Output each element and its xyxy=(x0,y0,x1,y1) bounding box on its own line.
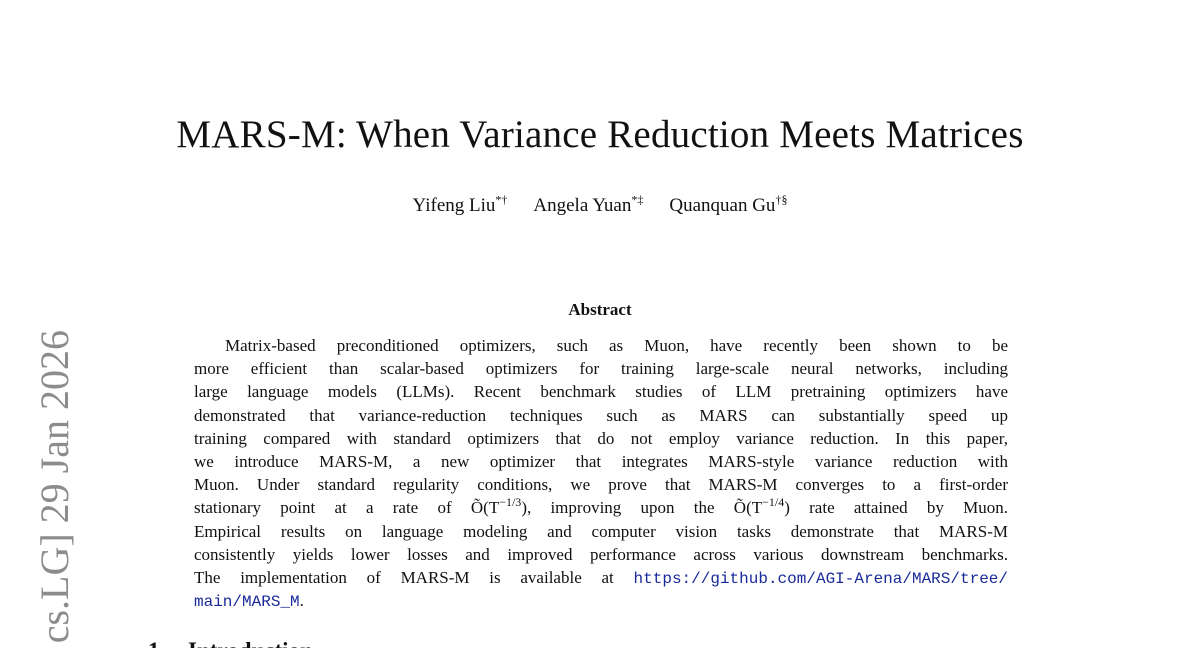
abstract-line: The implementation of MARS-M is availabl… xyxy=(194,566,1008,589)
abstract-text: ), improving upon the xyxy=(521,498,734,518)
author: Quanquan Gu†§ xyxy=(669,193,788,217)
abstract-line: Muon. Under standard regularity conditio… xyxy=(194,473,1008,496)
abstract-line: main/MARS_M. xyxy=(194,589,1008,612)
section-heading: 1Introduction xyxy=(148,638,313,648)
author-affiliation-mark: †§ xyxy=(775,193,788,207)
abstract-text: Empirical results on language modeling a… xyxy=(194,521,1008,541)
arxiv-stamp: cs.LG] 29 Jan 2026 xyxy=(32,330,77,643)
author-name: Yifeng Liu xyxy=(412,195,496,217)
abstract-text: stationary point at a rate of xyxy=(194,498,471,518)
abstract-line: demonstrated that variance-reduction tec… xyxy=(194,404,1008,427)
abstract-line: consistently yields lower losses and imp… xyxy=(194,543,1008,566)
abstract-heading: Abstract xyxy=(568,300,632,319)
abstract-line: stationary point at a rate of Õ(T−1/3), … xyxy=(194,496,1008,519)
abstract-text: ) rate attained by Muon. xyxy=(784,498,1009,518)
abstract-text: . xyxy=(299,591,304,611)
abstract-body: Matrix-based preconditioned optimizers, … xyxy=(194,334,1008,612)
abstract-line: training compared with standard optimize… xyxy=(194,427,1008,450)
section-title: Introduction xyxy=(188,638,313,648)
section-number: 1 xyxy=(148,638,188,648)
abstract-text: Õ(T xyxy=(470,498,500,518)
url-text: https://github.com/AGI-Arena/MARS/tree/ xyxy=(633,569,1008,588)
abstract-line: more efficient than scalar-based optimiz… xyxy=(194,357,1008,380)
author-name: Quanquan Gu xyxy=(669,195,776,217)
abstract-text: Õ(T xyxy=(733,498,763,518)
author-affiliation-mark: *‡ xyxy=(631,193,644,207)
abstract-text: we introduce MARS-M, a new optimizer tha… xyxy=(194,451,1008,471)
math-exponent: −1/4 xyxy=(762,495,785,510)
abstract-text: large language models (LLMs). Recent ben… xyxy=(194,382,1008,402)
author-list: Yifeng Liu*† Angela Yuan*‡ Quanquan Gu†§ xyxy=(0,193,1200,217)
abstract-text: training compared with standard optimize… xyxy=(194,428,1008,448)
abstract-line: Matrix-based preconditioned optimizers, … xyxy=(194,334,1008,357)
math-exponent: −1/3 xyxy=(499,495,522,510)
author: Angela Yuan*‡ xyxy=(533,193,644,217)
arxiv-stamp-text: cs.LG] 29 Jan 2026 xyxy=(32,330,77,643)
abstract-line: large language models (LLMs). Recent ben… xyxy=(194,380,1008,403)
abstract-line: we introduce MARS-M, a new optimizer tha… xyxy=(194,450,1008,473)
url-text: main/MARS_M xyxy=(194,593,300,612)
abstract-text: consistently yields lower losses and imp… xyxy=(194,544,1008,564)
abstract-text: Muon. Under standard regularity conditio… xyxy=(194,475,1008,495)
paper-title: MARS-M: When Variance Reduction Meets Ma… xyxy=(176,113,1024,156)
author-name: Angela Yuan xyxy=(533,195,632,217)
abstract-text: demonstrated that variance-reduction tec… xyxy=(194,405,1008,425)
author-affiliation-mark: *† xyxy=(495,193,508,207)
abstract-text: Matrix-based preconditioned optimizers, … xyxy=(225,336,1008,355)
author: Yifeng Liu*† xyxy=(412,193,508,217)
abstract-text: The implementation of MARS-M is availabl… xyxy=(194,567,634,587)
abstract-line: Empirical results on language modeling a… xyxy=(194,520,1008,543)
abstract-text: more efficient than scalar-based optimiz… xyxy=(194,359,1008,379)
